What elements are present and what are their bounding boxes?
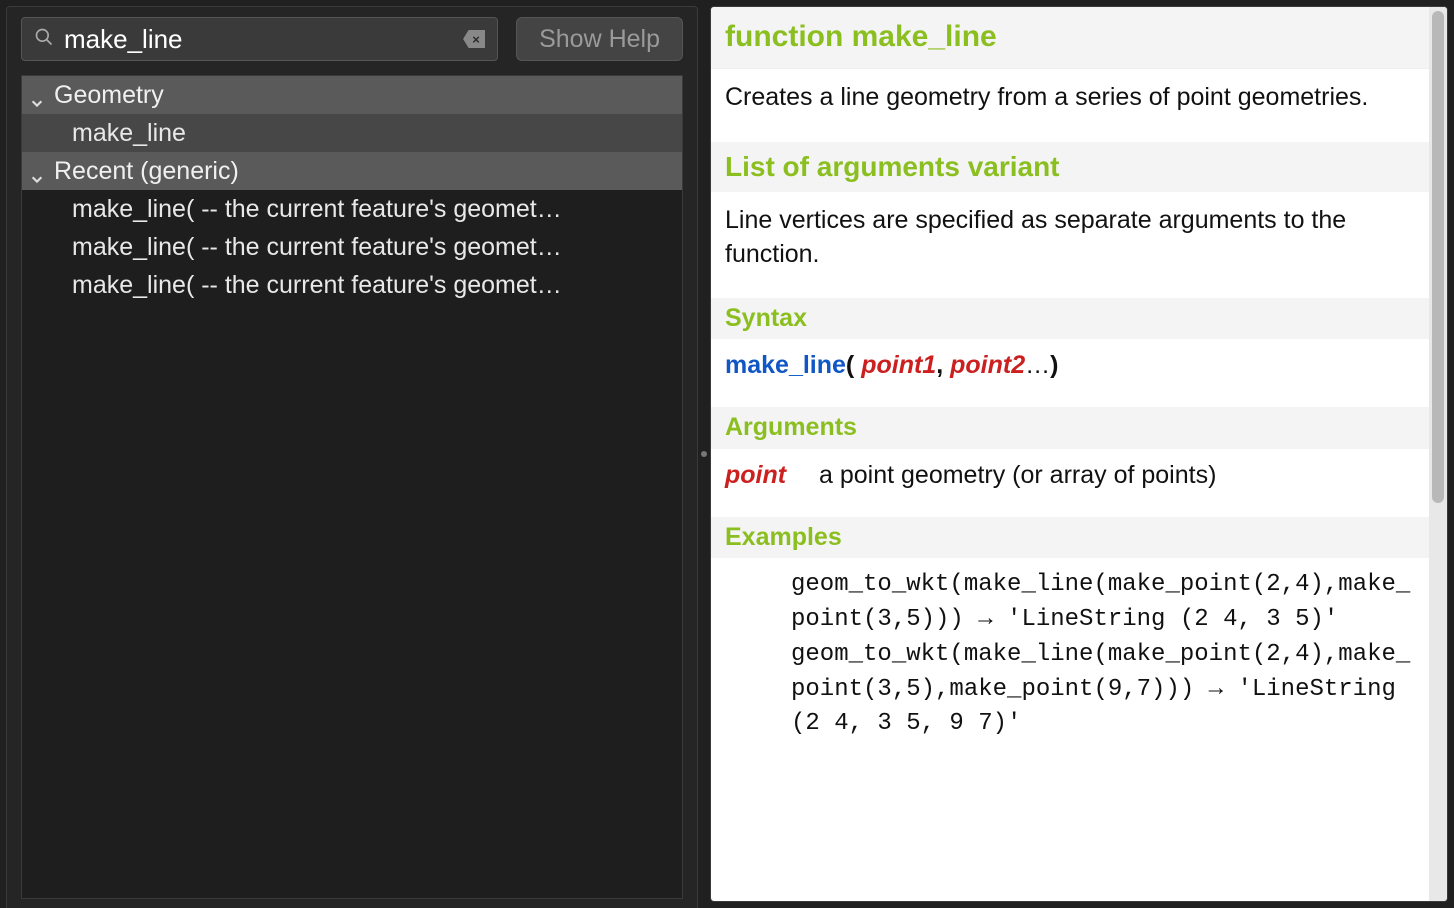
tree-item-label: make_line( -- the current feature's geom… [72, 195, 562, 224]
tree-item-recent[interactable]: make_line( -- the current feature's geom… [22, 266, 682, 304]
tree-group-recent[interactable]: Recent (generic) [22, 152, 682, 190]
tree-group-label: Recent (generic) [54, 157, 239, 186]
syntax-open-paren: ( [846, 351, 854, 379]
help-syntax: make_line( point1, point2…) [711, 339, 1429, 393]
tree-group-label: Geometry [54, 81, 164, 110]
help-arguments-heading: Arguments [711, 407, 1429, 449]
splitter-handle[interactable] [698, 6, 710, 902]
syntax-arg: point2 [950, 351, 1025, 379]
help-scrollbar-thumb[interactable] [1432, 11, 1444, 503]
syntax-arg: point1 [861, 351, 936, 379]
tree-item-label: make_line( -- the current feature's geom… [72, 233, 562, 262]
argument-name: point [725, 459, 795, 493]
search-icon [34, 27, 54, 52]
help-scrollbar[interactable] [1429, 7, 1447, 901]
tree-item-label: make_line [72, 119, 186, 148]
tree-item-recent[interactable]: make_line( -- the current feature's geom… [22, 190, 682, 228]
argument-description: a point geometry (or array of points) [819, 459, 1216, 493]
tree-item-make-line[interactable]: make_line [22, 114, 682, 152]
function-browser-panel: × Show Help Geometry make_line Recent (g… [6, 6, 698, 908]
search-box[interactable]: × [21, 17, 498, 61]
syntax-close-paren: ) [1050, 351, 1058, 379]
clear-search-icon[interactable]: × [463, 30, 485, 48]
help-syntax-heading: Syntax [711, 298, 1429, 340]
chevron-down-icon [30, 88, 44, 102]
tree-item-label: make_line( -- the current feature's geom… [72, 271, 562, 300]
help-title: function make_line [711, 7, 1429, 69]
tree-item-recent[interactable]: make_line( -- the current feature's geom… [22, 228, 682, 266]
help-panel: function make_line Creates a line geomet… [710, 6, 1448, 902]
tree-group-geometry[interactable]: Geometry [22, 76, 682, 114]
help-variant-description: Line vertices are specified as separate … [711, 192, 1429, 284]
syntax-function-name: make_line [725, 351, 846, 379]
help-examples-heading: Examples [711, 517, 1429, 559]
search-input[interactable] [54, 24, 463, 55]
help-examples: geom_to_wkt(make_line(make_point(2,4),ma… [711, 558, 1429, 762]
show-help-button[interactable]: Show Help [516, 17, 683, 61]
help-argument-row: point a point geometry (or array of poin… [711, 449, 1429, 503]
syntax-ellipsis: … [1025, 351, 1050, 379]
help-variant-heading: List of arguments variant [711, 142, 1429, 192]
search-row: × Show Help [7, 17, 697, 75]
help-description: Creates a line geometry from a series of… [711, 69, 1429, 127]
chevron-down-icon [30, 164, 44, 178]
help-content: function make_line Creates a line geomet… [711, 7, 1429, 901]
function-tree[interactable]: Geometry make_line Recent (generic) make… [21, 75, 683, 899]
